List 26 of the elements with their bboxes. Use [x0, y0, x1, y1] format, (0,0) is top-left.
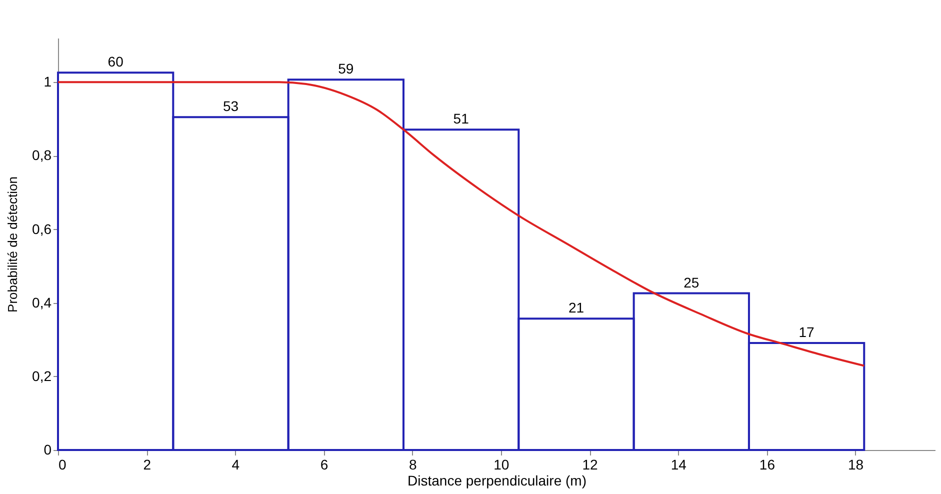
x-tick-label: 4: [232, 456, 240, 472]
y-axis-title: Probabilité de détection: [5, 176, 20, 312]
annotation: 17: [798, 324, 815, 340]
annotation: 51: [453, 110, 470, 127]
annotation: 21: [568, 300, 584, 316]
x-axis-title: Distance perpendiculaire (m): [408, 472, 586, 488]
y-tick-label: 1: [44, 74, 52, 90]
y-tick-label: 0,2: [32, 368, 52, 384]
x-tick-label: 16: [759, 456, 776, 472]
x-tick-label: 14: [670, 456, 687, 472]
x-tick-label: 2: [143, 456, 152, 472]
x-tick-label: 18: [848, 456, 864, 472]
y-tick-label: 0,6: [32, 220, 52, 237]
annotation: 59: [338, 60, 354, 77]
x-tick-label: 10: [494, 456, 510, 472]
annotation: 60: [108, 54, 124, 70]
y-tick-label: 0,8: [32, 147, 52, 164]
annotation: 25: [684, 274, 700, 290]
y-tick-label: 0: [44, 442, 52, 458]
x-tick-label: 0: [58, 456, 66, 472]
y-tick-label: 0,4: [32, 294, 52, 310]
annotation: 53: [222, 98, 239, 114]
x-tick-label: 6: [320, 456, 328, 472]
line-series: [57, 81, 866, 367]
x-tick-label: 8: [408, 456, 417, 472]
x-tick-label: 12: [582, 456, 598, 472]
